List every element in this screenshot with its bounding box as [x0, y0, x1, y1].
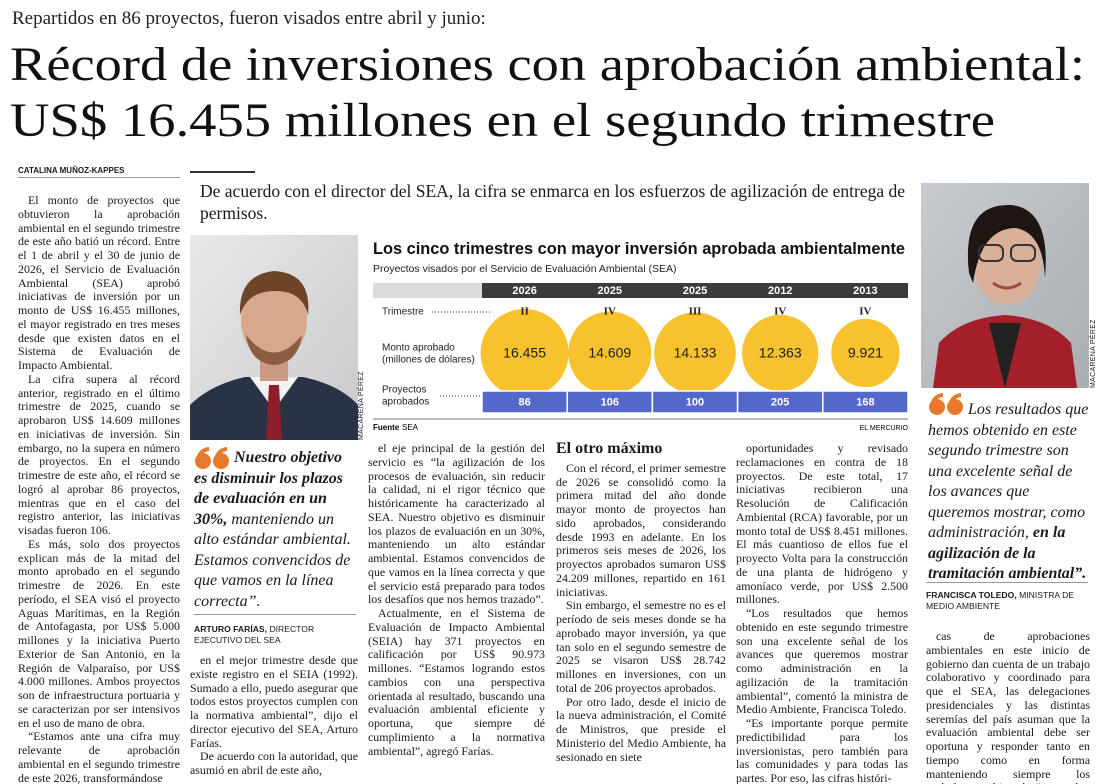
row-label: aprobados [382, 397, 429, 408]
bubble [654, 312, 736, 394]
year-label: 2025 [683, 285, 707, 297]
rule [926, 582, 1088, 583]
column: el eje principal de la gestión del servi… [368, 442, 545, 784]
pull-quote: Nuestro objetivo es disminuir los plazos… [194, 448, 356, 612]
projects-value: 205 [771, 396, 789, 408]
projects-value: 86 [518, 396, 530, 408]
quote-text: manteniendo un alto estándar ambiental. … [194, 510, 351, 610]
paragraph: Con el récord, el primer semestre de 202… [556, 460, 726, 599]
paragraph: De acuerdo con la autoridad, que asumió … [190, 749, 358, 777]
quote-mark [929, 393, 963, 415]
projects-value: 168 [856, 396, 874, 408]
paragraph: Sin embargo, el semestre no es el períod… [556, 598, 726, 695]
quarter-label: III [689, 306, 702, 318]
attribution-name: ARTURO FARÍAS, [194, 624, 268, 634]
attribution-name: FRANCISCA TOLEDO, [926, 590, 1017, 600]
quarter-label: II [520, 306, 529, 318]
paragraph: cas de aprobaciones ambientales en este … [926, 630, 1090, 784]
paragraph: Por otro lado, desde el inicio de la nue… [556, 694, 726, 764]
value-label: 16.455 [503, 345, 546, 361]
column: oportunidades y revisado reclamaciones e… [736, 442, 908, 784]
title-line: US$ 16.455 millones en el segundo trimes… [10, 94, 995, 147]
row-label: Trimestre [382, 307, 424, 318]
paragraph: La cifra supera al récord anterior, regi… [18, 371, 180, 537]
photo [921, 183, 1089, 388]
paragraph: El monto de proyectos que obtuvieron la … [18, 194, 180, 372]
credit: EL MERCURIO [860, 425, 909, 432]
paragraph: “Los resultados que hemos obtenido en es… [736, 606, 908, 717]
year-label: 2025 [598, 285, 622, 297]
value-label: 12.363 [759, 345, 802, 361]
value-label: 14.133 [674, 345, 717, 361]
quarter-label: IV [604, 306, 616, 318]
value-label: 9.921 [848, 345, 883, 361]
year-label: 2013 [853, 285, 877, 297]
column: cas de aprobaciones ambientales en este … [926, 630, 1090, 784]
bubble [831, 318, 900, 388]
column: El otro máximo Con el récord, el primer s… [556, 442, 726, 784]
quote-mark [195, 447, 229, 469]
quote-text: en la agilización de la tramitación ambi… [928, 524, 1087, 582]
header-band-dark [482, 283, 908, 298]
paragraph: “Estamos ante una cifra muy relevante de… [18, 729, 180, 784]
paragraph: Es más, solo dos proyectos explican más … [18, 536, 180, 730]
source-label: Fuente [373, 423, 400, 432]
projects-value: 100 [686, 396, 704, 408]
row-label: Proyectos [382, 385, 426, 396]
paragraph: en el mejor trimestre desde que existe r… [190, 654, 358, 750]
paragraph: “Es importante porque permite predictibi… [736, 716, 908, 784]
paragraph: el eje principal de la gestión del servi… [368, 442, 545, 607]
rule [190, 171, 255, 173]
projects-value: 106 [601, 396, 619, 408]
rule [194, 614, 356, 615]
value-label: 14.609 [588, 345, 631, 361]
deck: De acuerdo con el director del SEA, la c… [200, 181, 906, 223]
column: en el mejor trimestre desde que existe r… [190, 654, 358, 784]
photo-credit: MACARENA PÉREZ [358, 371, 365, 440]
source: SEA [402, 423, 419, 432]
attribution-role: DIRECTOR EJECUTIVO DEL SEA [194, 624, 315, 645]
bubble [742, 314, 819, 392]
photo [190, 235, 358, 440]
chart-title: Los cinco trimestres con mayor inversión… [373, 239, 905, 258]
attribution: FRANCISCA TOLEDO, MINISTRA DE MEDIO AMBI… [926, 590, 1090, 612]
quarter-label: IV [859, 306, 871, 318]
subheading: El otro máximo [556, 442, 663, 457]
row-label: Monto aprobado [382, 343, 455, 354]
attribution-role: MINISTRA DE MEDIO AMBIENTE [926, 590, 1075, 611]
bubble [480, 309, 569, 397]
headline: Repartidos en 86 proyectos, fueron visad… [10, 8, 1085, 147]
attribution: ARTURO FARÍAS, DIRECTOR EJECUTIVO DEL SE… [194, 624, 356, 646]
byline: CATALINA MUÑOZ-KAPPES [18, 166, 180, 178]
quarter-label: IV [774, 306, 786, 318]
pull-quote: Los resultados que hemos obtenido en est… [928, 400, 1090, 585]
projects-cell [822, 390, 909, 414]
bubble [568, 311, 652, 395]
chart: Los cinco trimestres con mayor inversión… [373, 239, 909, 432]
column: El monto de proyectos que obtuvieron la … [18, 194, 180, 784]
quote-text: Nuestro objetivo es disminuir los plazos… [194, 449, 343, 528]
paragraph: oportunidades y revisado reclamaciones e… [736, 442, 908, 607]
chart-subtitle: Proyectos visados por el Servicio de Eva… [373, 263, 676, 275]
title-line: Récord de inversiones con aprobación amb… [10, 38, 1085, 91]
quote-text: Los resultados que hemos obtenido en est… [928, 401, 1089, 541]
photo-credit: MACARENA PÉREZ [1090, 319, 1097, 388]
kicker: Repartidos en 86 proyectos, fueron visad… [12, 8, 486, 29]
year-label: 2012 [768, 285, 792, 297]
paragraph: Actualmente, en el Sistema de Evaluación… [368, 606, 545, 758]
year-label: 2026 [512, 285, 536, 297]
row-label: (millones de dólares) [382, 355, 475, 366]
